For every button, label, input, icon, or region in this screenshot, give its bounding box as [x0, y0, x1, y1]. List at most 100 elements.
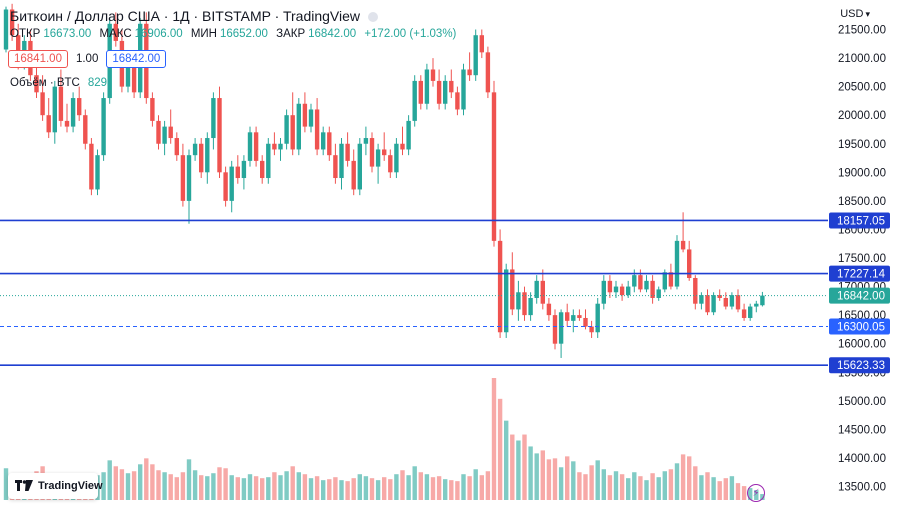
- sell-button[interactable]: 16841.00: [8, 50, 68, 68]
- candle-body: [168, 126, 173, 139]
- volume-bar: [735, 483, 741, 500]
- candle-body: [711, 295, 716, 313]
- volume-bars: [3, 378, 765, 500]
- horizontal-levels[interactable]: [0, 219, 828, 367]
- volume-bar: [693, 466, 698, 500]
- candle-body: [241, 160, 247, 179]
- candle-body: [192, 143, 198, 156]
- y-tick-label: 14500.00: [838, 424, 886, 436]
- candle-body: [388, 155, 393, 173]
- volume-bar: [650, 473, 655, 500]
- volume-bar: [333, 477, 338, 500]
- volume-bar: [388, 479, 393, 500]
- candle-body: [473, 35, 478, 76]
- candle-body: [497, 240, 503, 333]
- candle-body: [357, 143, 362, 190]
- volume-bar: [205, 476, 210, 500]
- logo-text: TradingView: [38, 480, 103, 492]
- symbol-title[interactable]: Биткоин / Доллар США · 1Д · BITSTAMP · T…: [10, 8, 378, 24]
- volume-bar: [113, 466, 118, 500]
- market-status-icon: [368, 12, 378, 23]
- candle-body: [699, 295, 704, 304]
- candle-body: [546, 303, 552, 316]
- price-tag: [829, 357, 890, 374]
- candle-body: [321, 132, 326, 150]
- candle-body: [260, 160, 265, 179]
- candle-body: [522, 292, 527, 316]
- candle-body: [223, 172, 228, 201]
- y-tick-label: 16000.00: [838, 339, 886, 351]
- tradingview-logo[interactable]: TradingView: [8, 473, 103, 499]
- price-tag-label: 16300.05: [837, 322, 885, 334]
- candle-body: [369, 138, 375, 167]
- candle-body: [375, 149, 381, 167]
- volume-bar: [162, 472, 167, 500]
- volume-bar: [571, 461, 576, 500]
- volume-bar: [449, 480, 454, 500]
- volume-bar: [339, 480, 344, 500]
- volume-bar: [436, 476, 442, 500]
- volume-bar: [217, 467, 222, 500]
- candle-body: [644, 280, 649, 290]
- volume-bar: [168, 474, 173, 500]
- candle-body: [656, 289, 661, 298]
- candle-body: [510, 269, 515, 310]
- candle-body: [589, 326, 594, 333]
- candle-body: [180, 155, 186, 201]
- volume-value: 829: [87, 77, 108, 89]
- volume-bar: [522, 434, 527, 500]
- candle-body: [89, 143, 94, 190]
- volume-bar: [211, 473, 216, 500]
- candle-body: [516, 292, 521, 310]
- lightning-icon[interactable]: ⚡: [747, 484, 765, 502]
- tradingview-logo-icon: [15, 479, 33, 494]
- price-tag-label: 16842.00: [837, 291, 885, 303]
- volume-bar: [479, 475, 484, 500]
- volume-bar: [595, 460, 600, 500]
- candle-body: [558, 312, 564, 344]
- candle-body: [626, 286, 631, 296]
- volume-bar: [711, 477, 716, 500]
- candle-body: [735, 295, 741, 310]
- candle-body: [650, 280, 655, 298]
- candle-body: [449, 80, 454, 93]
- volume-label: Объём · BTC: [10, 77, 80, 89]
- candle-body: [412, 80, 417, 121]
- volume-bar: [540, 450, 545, 500]
- candle-body: [638, 275, 643, 290]
- candle-body: [253, 132, 259, 161]
- price-axis[interactable]: 13500.0014000.0014500.0015000.0015500.00…: [829, 25, 890, 494]
- price-tag-label: 18157.05: [837, 215, 885, 227]
- volume-legend[interactable]: Объём · BTC 829: [10, 77, 107, 89]
- candle-body: [613, 286, 619, 293]
- volume-bar: [552, 458, 558, 500]
- candle-body: [3, 9, 9, 50]
- candle-body: [467, 69, 472, 76]
- candle-body: [607, 280, 613, 293]
- volume-bar: [656, 477, 661, 500]
- candle-body: [717, 295, 722, 298]
- volume-bar: [192, 470, 198, 500]
- volume-bar: [467, 476, 472, 500]
- y-tick-label: 21500.00: [838, 25, 886, 37]
- volume-bar: [321, 480, 326, 500]
- volume-bar: [485, 471, 491, 500]
- buy-button[interactable]: 16842.00: [106, 50, 167, 68]
- candle-body: [113, 23, 118, 41]
- price-tag-label: 17227.14: [837, 269, 886, 281]
- currency-selector[interactable]: USD ▾: [840, 8, 870, 20]
- title-text: Биткоин / Доллар США · 1Д · BITSTAMP · T…: [10, 8, 360, 24]
- volume-bar: [260, 478, 265, 500]
- open-label: ОТКР: [10, 28, 41, 40]
- candle-body: [339, 143, 344, 179]
- open-value: 16673.00: [43, 28, 92, 40]
- candle-body: [186, 155, 192, 201]
- volume-bar: [199, 475, 204, 500]
- volume-bar: [705, 472, 710, 500]
- candle-body: [162, 126, 167, 144]
- candle-body: [674, 240, 680, 287]
- volume-bar: [150, 464, 155, 500]
- candle-body: [272, 143, 277, 150]
